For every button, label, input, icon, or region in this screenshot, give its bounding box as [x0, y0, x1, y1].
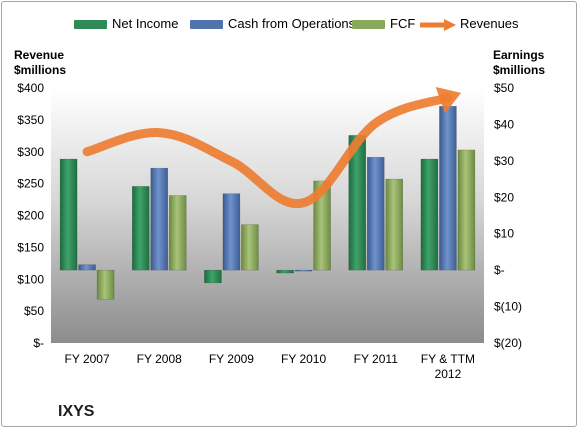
legend-swatch-fcf — [352, 20, 385, 30]
left-tick-label-7: $350 — [17, 113, 44, 127]
bar-fcf-fy-2009 — [241, 224, 259, 271]
left-tick-label-0: $- — [33, 336, 44, 350]
legend-label-fcf: FCF — [390, 16, 416, 31]
left-axis-title-line2: $millions — [14, 63, 67, 77]
right-axis-title-line1: Earnings — [493, 48, 545, 62]
x-tick-label-fy-2008: FY 2008 — [137, 352, 182, 366]
bar-net-income-fy-2010 — [276, 269, 294, 274]
left-tick-label-6: $300 — [17, 145, 44, 159]
line-revenues-arrowhead — [435, 87, 462, 114]
bar-net-income-fy-2007 — [59, 158, 78, 271]
legend-label-net-income: Net Income — [112, 16, 179, 31]
right-axis-title-line2: $millions — [493, 63, 546, 77]
x-tick-label-fy-2009: FY 2009 — [209, 352, 254, 366]
legend-swatch-cfo — [190, 20, 223, 30]
right-tick-label-3: $10 — [494, 227, 514, 241]
right-tick-label-5: $30 — [494, 154, 514, 168]
legend-item-revenues: Revenues — [418, 15, 519, 33]
bar-cash-from-operations-fy-ttm-2012 — [439, 105, 457, 271]
right-tick-label-0: $(20) — [494, 336, 522, 350]
x-tick-label-fy-ttm-2012-line2: 2012 — [435, 367, 462, 381]
right-tick-label-2: $- — [494, 263, 505, 277]
bar-net-income-fy-ttm-2012 — [420, 158, 439, 271]
ticks-layer: $- $50 $100 $150 $200 $250 $300 $350 $400 $(20) $(… — [17, 81, 522, 381]
left-axis-title: Revenue $millions — [14, 48, 66, 78]
line-layer — [82, 87, 462, 209]
legend-item-cfo: Cash from Operations — [190, 15, 355, 33]
x-tick-label-fy-ttm-2012-line1: FY & TTM — [421, 352, 475, 366]
bar-fcf-fy-ttm-2012 — [457, 149, 476, 271]
bar-net-income-fy-2009 — [204, 269, 222, 284]
bar-net-income-fy-2008 — [132, 186, 150, 271]
bar-cash-from-operations-fy-2007 — [78, 264, 96, 271]
x-tick-label-fy-2011: FY 2011 — [354, 352, 399, 366]
bar-cash-from-operations-fy-2010 — [294, 269, 313, 272]
left-tick-label-5: $250 — [17, 177, 44, 191]
bar-fcf-fy-2008 — [169, 195, 187, 271]
bar-fcf-fy-2010 — [313, 180, 331, 271]
left-axis-title-line1: Revenue — [14, 48, 65, 62]
x-tick-label-fy-2007: FY 2007 — [65, 352, 110, 366]
bar-cash-from-operations-fy-2008 — [150, 167, 168, 271]
right-tick-label-1: $(10) — [494, 300, 522, 314]
left-tick-label-1: $50 — [24, 304, 44, 318]
bars-layer — [59, 105, 476, 300]
right-tick-label-6: $40 — [494, 117, 514, 131]
right-tick-label-7: $50 — [494, 81, 514, 95]
legend-label-cfo: Cash from Operations — [228, 16, 356, 31]
left-tick-label-4: $200 — [17, 209, 44, 223]
legend-swatch-net-income — [74, 20, 107, 30]
left-tick-label-3: $150 — [17, 240, 44, 254]
company-label: IXYS — [58, 403, 95, 420]
line-revenues — [82, 93, 453, 209]
legend-label-revenues: Revenues — [460, 16, 519, 31]
plot-background — [51, 88, 484, 343]
bar-cash-from-operations-fy-2011 — [367, 156, 385, 271]
right-axis-title: Earnings $millions — [493, 48, 545, 78]
x-tick-label-fy-2010: FY 2010 — [281, 352, 326, 366]
legend-line-revenues — [418, 18, 456, 31]
left-tick-label-8: $400 — [17, 81, 44, 95]
bar-fcf-fy-2011 — [385, 178, 403, 271]
legend-item-fcf: FCF — [352, 15, 415, 33]
bar-cash-from-operations-fy-2009 — [222, 193, 241, 271]
bar-fcf-fy-2007 — [96, 269, 115, 300]
left-tick-label-2: $100 — [17, 272, 44, 286]
legend-item-net-income: Net Income — [74, 15, 178, 33]
right-tick-label-4: $20 — [494, 190, 514, 204]
